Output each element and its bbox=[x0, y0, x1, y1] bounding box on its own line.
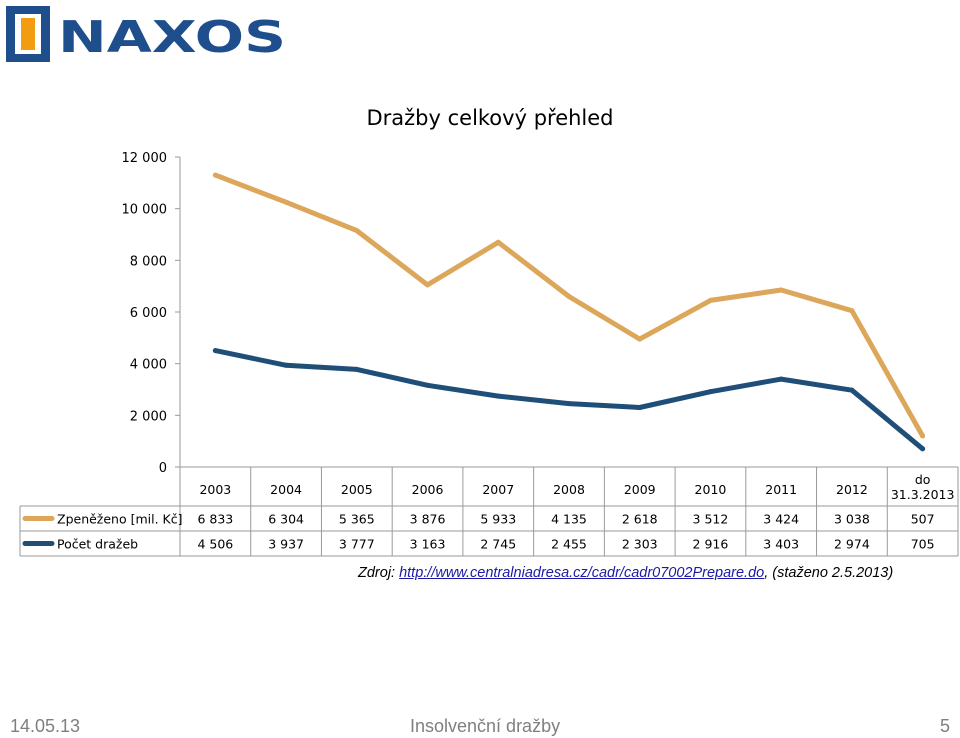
y-tick-label: 0 bbox=[159, 461, 167, 476]
series-point bbox=[637, 336, 643, 342]
chart-title: Dražby celkový přehled bbox=[366, 106, 614, 130]
y-tick-label: 6 000 bbox=[130, 306, 167, 321]
data-table-value: 6 304 bbox=[268, 512, 304, 527]
series-point bbox=[566, 401, 572, 407]
y-tick-label: 4 000 bbox=[130, 358, 167, 373]
x-category-label: 2011 bbox=[765, 482, 797, 497]
data-table-value: 3 424 bbox=[763, 512, 799, 527]
x-category-label: 2012 bbox=[836, 482, 868, 497]
x-category-label: 2006 bbox=[412, 482, 444, 497]
series-point bbox=[778, 376, 784, 382]
y-tick-label: 10 000 bbox=[122, 203, 168, 218]
legend-label: Počet dražeb bbox=[57, 537, 138, 552]
data-table-value: 4 506 bbox=[197, 537, 233, 552]
line-chart: 0 2 000 4 000 6 000 8 000 10 000 12 000 2003 200… bbox=[19, 151, 959, 557]
series-point bbox=[920, 433, 926, 439]
data-table-value: 2 455 bbox=[551, 537, 587, 552]
series-point bbox=[212, 348, 218, 354]
source-note: Zdroj: http://www.centralniadresa.cz/cad… bbox=[358, 565, 893, 581]
x-category-label: 2003 bbox=[199, 482, 231, 497]
data-table-value: 3 163 bbox=[410, 537, 446, 552]
data-table-value: 6 833 bbox=[197, 512, 233, 527]
legend-label: Zpeněženo [mil. Kč] bbox=[57, 512, 183, 527]
data-table-value: 3 777 bbox=[339, 537, 375, 552]
series-point bbox=[637, 405, 643, 411]
source-link[interactable]: http://www.centralniadresa.cz/cadr/cadr0… bbox=[399, 565, 765, 581]
data-table-value: 3 403 bbox=[763, 537, 799, 552]
x-category-label: 2005 bbox=[341, 482, 373, 497]
series-point bbox=[707, 297, 713, 303]
y-tick-label: 12 000 bbox=[122, 151, 168, 166]
x-category-label: 2007 bbox=[482, 482, 514, 497]
data-table-value: 2 745 bbox=[480, 537, 516, 552]
series-line bbox=[212, 172, 926, 439]
series-point bbox=[283, 199, 289, 205]
data-table-value: 705 bbox=[911, 537, 935, 552]
series-point bbox=[778, 287, 784, 293]
series-point bbox=[283, 362, 289, 368]
data-table-value: 2 618 bbox=[622, 512, 658, 527]
data-table-value: 3 876 bbox=[410, 512, 446, 527]
data-table-value: 5 933 bbox=[480, 512, 516, 527]
series-point bbox=[354, 366, 360, 372]
logo-mark-accent bbox=[21, 18, 35, 50]
series-point bbox=[566, 294, 572, 299]
data-table-value: 2 303 bbox=[622, 537, 658, 552]
x-category-label: 2008 bbox=[553, 482, 585, 497]
data-table-value: 3 038 bbox=[834, 512, 870, 527]
data-table-value: 5 365 bbox=[339, 512, 375, 527]
source-suffix: , (staženo 2.5.2013) bbox=[764, 565, 894, 581]
series-point bbox=[212, 172, 218, 178]
series-line bbox=[212, 348, 926, 452]
data-table-value: 2 916 bbox=[693, 537, 729, 552]
footer-date: 14.05.13 bbox=[10, 716, 81, 736]
series-point bbox=[849, 387, 855, 393]
y-tick-label: 8 000 bbox=[130, 254, 167, 269]
series-point bbox=[354, 228, 360, 234]
series-point bbox=[849, 308, 855, 314]
data-table-value: 4 135 bbox=[551, 512, 587, 527]
y-tick-label: 2 000 bbox=[130, 409, 167, 424]
series-point bbox=[495, 393, 501, 399]
series-point bbox=[425, 382, 431, 388]
naxos-logo: NAXOS bbox=[6, 6, 286, 63]
series-point bbox=[495, 239, 501, 245]
series-point bbox=[707, 389, 713, 395]
source-prefix: Zdroj: bbox=[358, 565, 400, 581]
logo-text: NAXOS bbox=[58, 12, 286, 63]
x-category-label: 2009 bbox=[624, 482, 656, 497]
data-table-value: 2 974 bbox=[834, 537, 870, 552]
series-point bbox=[425, 282, 431, 288]
footer-title: Insolvenční dražby bbox=[410, 716, 561, 736]
x-category-label: do bbox=[915, 472, 931, 487]
page-number: 5 bbox=[940, 716, 951, 736]
x-category-label: 2004 bbox=[270, 482, 302, 497]
x-category-label: 2010 bbox=[695, 482, 727, 497]
data-table-value: 507 bbox=[911, 512, 935, 527]
data-table-value: 3 937 bbox=[268, 537, 304, 552]
series-point bbox=[920, 446, 926, 452]
data-table-value: 3 512 bbox=[693, 512, 729, 527]
x-category-label: 31.3.2013 bbox=[891, 487, 955, 502]
